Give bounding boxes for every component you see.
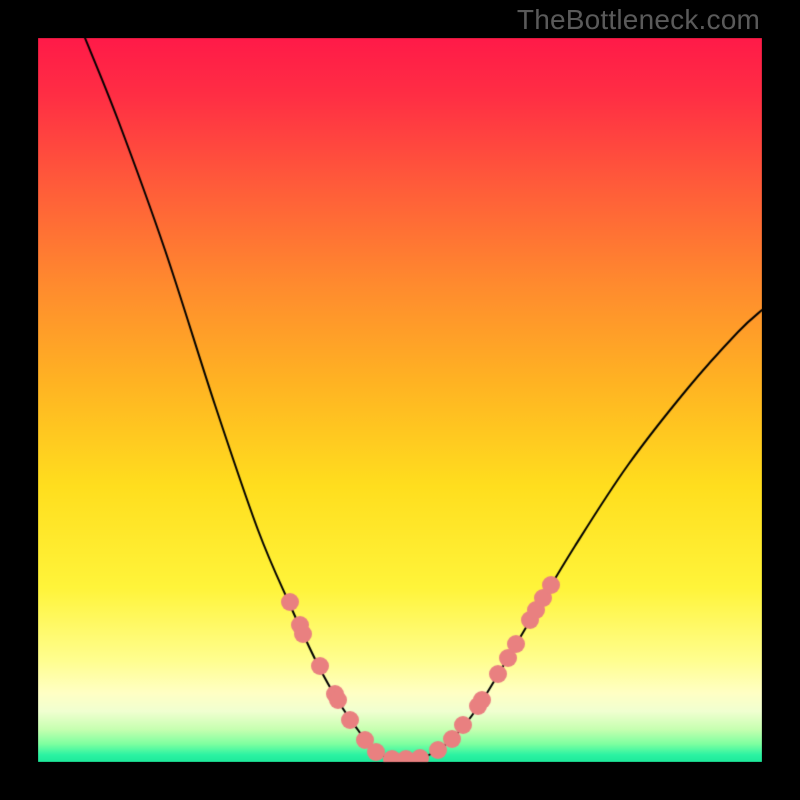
chart-container: { "canvas": { "width": 800, "height": 80… (0, 0, 800, 800)
v-curve-canvas (0, 0, 800, 800)
watermark-text: TheBottleneck.com (517, 4, 760, 36)
